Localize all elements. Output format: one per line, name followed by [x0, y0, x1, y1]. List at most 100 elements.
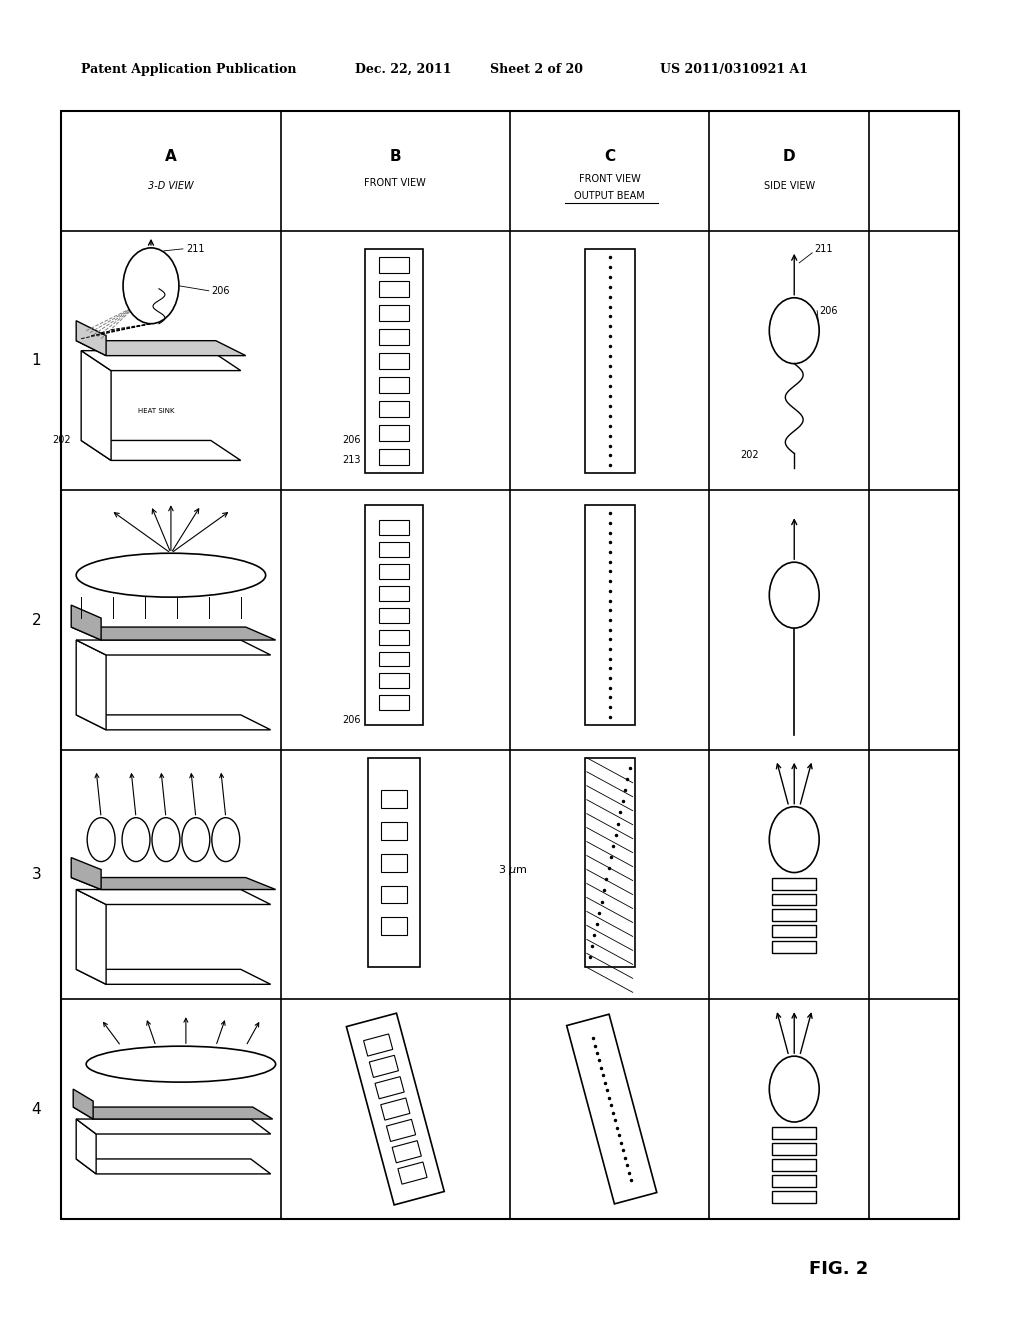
Polygon shape	[73, 1089, 93, 1119]
Text: FRONT VIEW: FRONT VIEW	[579, 174, 641, 183]
Text: 211: 211	[186, 244, 205, 253]
Bar	[379, 281, 410, 297]
Text: 206: 206	[342, 436, 360, 445]
Ellipse shape	[769, 1056, 819, 1122]
Text: US 2011/0310921 A1: US 2011/0310921 A1	[659, 63, 808, 75]
Text: 211: 211	[814, 244, 833, 253]
Ellipse shape	[76, 553, 265, 597]
Text: B: B	[389, 149, 401, 164]
Polygon shape	[81, 351, 111, 461]
Ellipse shape	[123, 248, 179, 323]
Bar	[379, 541, 410, 557]
Ellipse shape	[769, 562, 819, 628]
Bar	[61, 111, 958, 1218]
Bar	[379, 652, 410, 667]
Text: D: D	[783, 149, 796, 164]
Polygon shape	[76, 341, 246, 355]
Polygon shape	[364, 1034, 393, 1056]
Ellipse shape	[182, 817, 210, 862]
Bar	[772, 1143, 816, 1155]
Bar	[379, 425, 410, 441]
Ellipse shape	[769, 298, 819, 363]
Polygon shape	[76, 1119, 96, 1173]
Text: 202: 202	[740, 450, 760, 461]
Polygon shape	[375, 1077, 404, 1098]
Text: 206: 206	[819, 306, 838, 315]
Bar	[379, 673, 410, 689]
Ellipse shape	[212, 817, 240, 862]
Bar	[379, 329, 410, 345]
Text: FRONT VIEW: FRONT VIEW	[365, 178, 426, 187]
Bar	[379, 520, 410, 535]
Bar	[585, 506, 635, 725]
Bar	[381, 821, 408, 840]
Polygon shape	[72, 878, 275, 890]
Polygon shape	[76, 640, 270, 655]
Bar	[772, 1175, 816, 1187]
Polygon shape	[81, 351, 241, 371]
Bar	[379, 257, 410, 273]
Text: HEAT SINK: HEAT SINK	[137, 408, 174, 413]
Polygon shape	[392, 1140, 421, 1163]
Bar	[772, 894, 816, 906]
Ellipse shape	[152, 817, 180, 862]
Bar	[379, 354, 410, 370]
Text: 3-D VIEW: 3-D VIEW	[148, 181, 194, 191]
Polygon shape	[76, 890, 270, 904]
Text: 3 $\mu$m: 3 $\mu$m	[499, 862, 528, 876]
Text: FIG. 2: FIG. 2	[809, 1259, 868, 1278]
Text: Sheet 2 of 20: Sheet 2 of 20	[490, 63, 583, 75]
Bar	[366, 506, 423, 725]
Text: 202: 202	[52, 436, 72, 445]
Bar	[772, 1191, 816, 1203]
Bar	[772, 1127, 816, 1139]
Bar	[381, 917, 408, 936]
Bar	[772, 909, 816, 921]
Ellipse shape	[769, 807, 819, 873]
Polygon shape	[73, 1107, 272, 1119]
Polygon shape	[81, 441, 241, 461]
Text: 2: 2	[32, 612, 41, 627]
Polygon shape	[72, 858, 101, 890]
Polygon shape	[76, 715, 270, 730]
Polygon shape	[72, 605, 101, 640]
Polygon shape	[76, 321, 106, 355]
Polygon shape	[381, 1098, 410, 1121]
Bar	[366, 249, 423, 474]
Polygon shape	[76, 640, 106, 730]
Text: Dec. 22, 2011: Dec. 22, 2011	[355, 63, 452, 75]
Text: C: C	[604, 149, 615, 164]
Bar	[379, 378, 410, 393]
Bar	[379, 607, 410, 623]
Bar	[379, 696, 410, 710]
Text: 1: 1	[32, 354, 41, 368]
Polygon shape	[76, 890, 106, 985]
Bar	[369, 758, 420, 968]
Bar	[772, 1159, 816, 1171]
Text: Patent Application Publication: Patent Application Publication	[81, 63, 297, 75]
Bar	[381, 886, 408, 903]
Ellipse shape	[87, 817, 115, 862]
Polygon shape	[398, 1162, 427, 1184]
Bar	[772, 878, 816, 890]
Polygon shape	[566, 1014, 656, 1204]
Polygon shape	[346, 1014, 444, 1205]
Bar	[381, 854, 408, 871]
Bar	[381, 789, 408, 808]
Polygon shape	[370, 1055, 398, 1077]
Text: 3: 3	[32, 867, 41, 882]
Text: 213: 213	[342, 455, 360, 466]
Text: 206: 206	[342, 715, 360, 725]
Bar	[772, 925, 816, 937]
Text: 4: 4	[32, 1102, 41, 1117]
Text: A: A	[165, 149, 177, 164]
Ellipse shape	[122, 817, 150, 862]
Bar	[379, 401, 410, 417]
Polygon shape	[76, 1119, 270, 1134]
Bar	[379, 305, 410, 321]
Polygon shape	[76, 1159, 270, 1173]
Polygon shape	[72, 627, 275, 640]
Bar	[379, 630, 410, 644]
Bar	[379, 564, 410, 578]
Polygon shape	[386, 1119, 416, 1142]
